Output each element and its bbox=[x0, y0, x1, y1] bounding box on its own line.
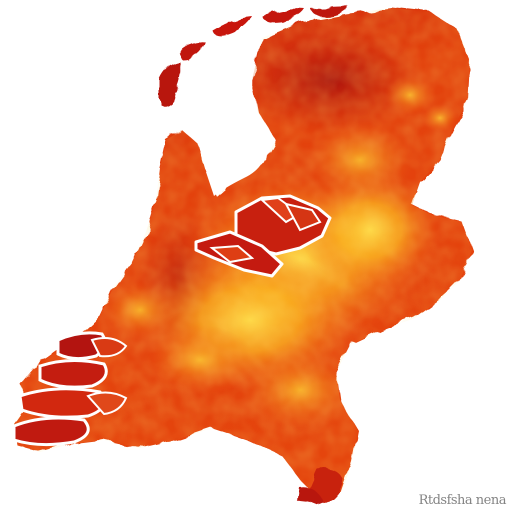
flevoland-polders bbox=[194, 194, 332, 278]
wadden-islands bbox=[160, 5, 348, 105]
ijsselmeer-water bbox=[206, 118, 268, 196]
limburg-tail bbox=[298, 469, 344, 504]
zeeland-delta bbox=[12, 331, 128, 447]
watermark-text: Rtdsfsha nena bbox=[418, 493, 507, 508]
